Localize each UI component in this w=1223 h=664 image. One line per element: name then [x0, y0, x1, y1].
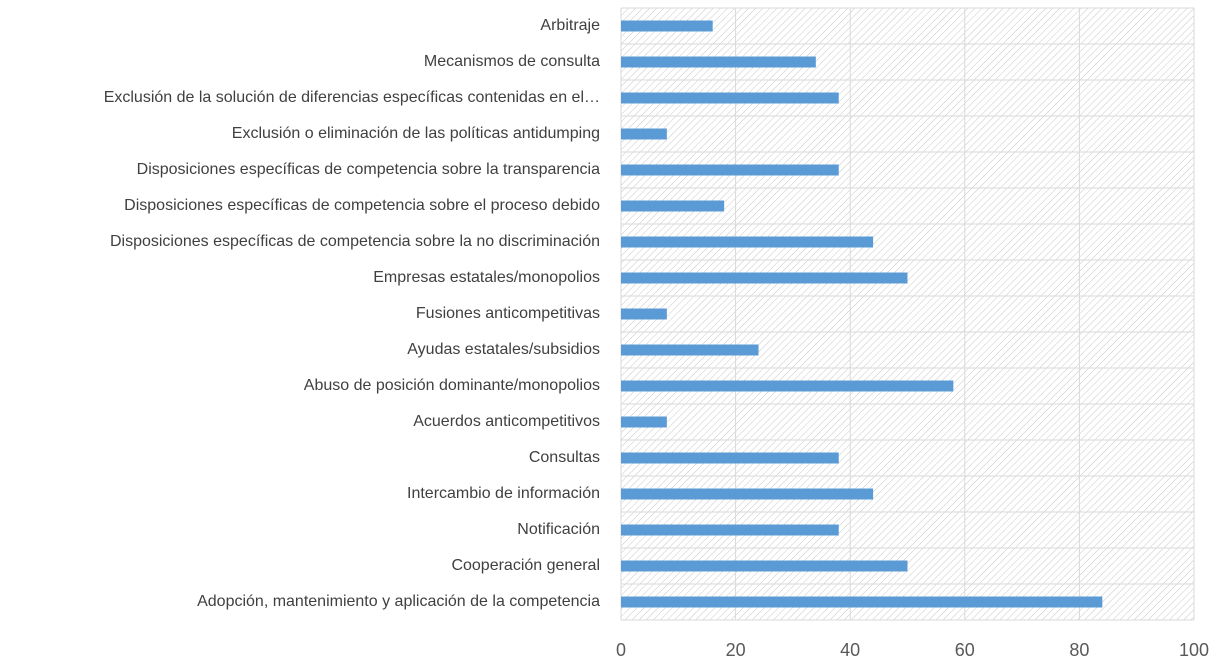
bar — [621, 128, 667, 140]
y-tick-label: Ayudas estatales/subsidios — [407, 341, 600, 358]
x-tick-label: 0 — [616, 640, 626, 660]
plot-background — [621, 8, 1194, 620]
bar — [621, 452, 839, 464]
bar — [621, 20, 713, 32]
x-tick-label: 40 — [840, 640, 860, 660]
bar — [621, 236, 874, 248]
bar — [621, 524, 839, 536]
bar — [621, 596, 1103, 608]
bar — [621, 200, 725, 212]
y-tick-label: Disposiciones específicas de competencia… — [137, 161, 600, 178]
bar — [621, 164, 839, 176]
y-tick-label: Notificación — [517, 521, 600, 538]
bar — [621, 380, 954, 392]
y-tick-label: Exclusión de la solución de diferencias … — [104, 89, 600, 106]
bar — [621, 344, 759, 356]
y-tick-label: Consultas — [529, 449, 600, 466]
x-tick-label: 100 — [1179, 640, 1209, 660]
bar — [621, 488, 874, 500]
y-tick-label: Exclusión o eliminación de las políticas… — [232, 125, 600, 142]
x-tick-label: 80 — [1069, 640, 1089, 660]
y-tick-label: Cooperación general — [451, 557, 600, 574]
y-tick-label: Disposiciones específicas de competencia… — [124, 197, 600, 214]
y-tick-label: Mecanismos de consulta — [424, 53, 600, 70]
y-tick-label: Acuerdos anticompetitivos — [413, 413, 600, 430]
bar — [621, 416, 667, 428]
bar — [621, 272, 908, 284]
y-tick-label: Adopción, mantenimiento y aplicación de … — [197, 593, 600, 610]
x-tick-label: 60 — [955, 640, 975, 660]
y-tick-label: Intercambio de información — [407, 485, 600, 502]
y-tick-label: Empresas estatales/monopolios — [373, 269, 600, 286]
bar — [621, 308, 667, 320]
bar — [621, 560, 908, 572]
y-tick-label: Disposiciones específicas de competencia… — [110, 233, 600, 250]
bar — [621, 92, 839, 104]
y-tick-label: Fusiones anticompetitivas — [416, 305, 600, 322]
bar — [621, 56, 816, 68]
y-tick-label: Arbitraje — [540, 17, 600, 34]
y-tick-label: Abuso de posición dominante/monopolios — [304, 377, 600, 394]
x-tick-label: 20 — [726, 640, 746, 660]
